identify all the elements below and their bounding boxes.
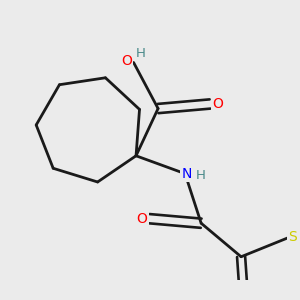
Text: N: N	[181, 167, 192, 181]
Text: H: H	[136, 47, 146, 60]
Text: O: O	[212, 97, 223, 111]
Text: H: H	[196, 169, 206, 182]
Text: S: S	[289, 230, 297, 244]
Text: O: O	[121, 54, 132, 68]
Text: O: O	[136, 212, 147, 226]
